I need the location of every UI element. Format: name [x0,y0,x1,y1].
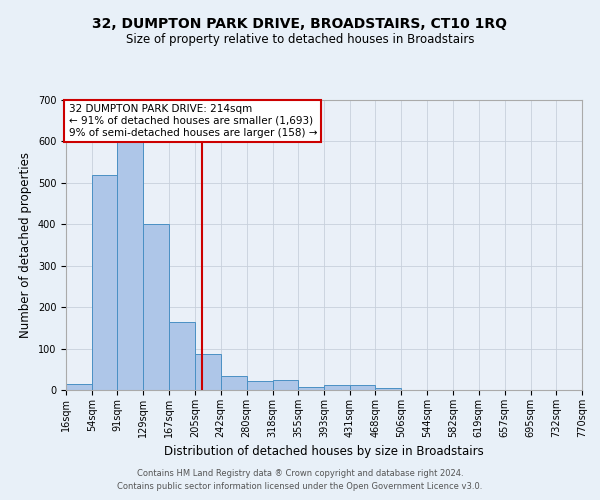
Bar [118,142,143,390]
Y-axis label: Number of detached properties: Number of detached properties [19,152,32,338]
Text: Contains public sector information licensed under the Open Government Licence v3: Contains public sector information licen… [118,482,482,491]
Bar [350,384,376,390]
Bar [247,381,272,390]
Bar [298,386,324,390]
Bar [66,384,92,390]
Bar [92,174,118,390]
Text: Size of property relative to detached houses in Broadstairs: Size of property relative to detached ho… [126,32,474,46]
Bar [221,376,247,390]
X-axis label: Distribution of detached houses by size in Broadstairs: Distribution of detached houses by size … [164,446,484,458]
Text: Contains HM Land Registry data ® Crown copyright and database right 2024.: Contains HM Land Registry data ® Crown c… [137,468,463,477]
Bar [376,388,401,390]
Text: 32 DUMPTON PARK DRIVE: 214sqm
← 91% of detached houses are smaller (1,693)
9% of: 32 DUMPTON PARK DRIVE: 214sqm ← 91% of d… [68,104,317,138]
Bar [324,384,350,390]
Bar [169,322,196,390]
Bar [272,380,298,390]
Bar [196,354,221,390]
Bar [143,224,169,390]
Text: 32, DUMPTON PARK DRIVE, BROADSTAIRS, CT10 1RQ: 32, DUMPTON PARK DRIVE, BROADSTAIRS, CT1… [92,18,508,32]
